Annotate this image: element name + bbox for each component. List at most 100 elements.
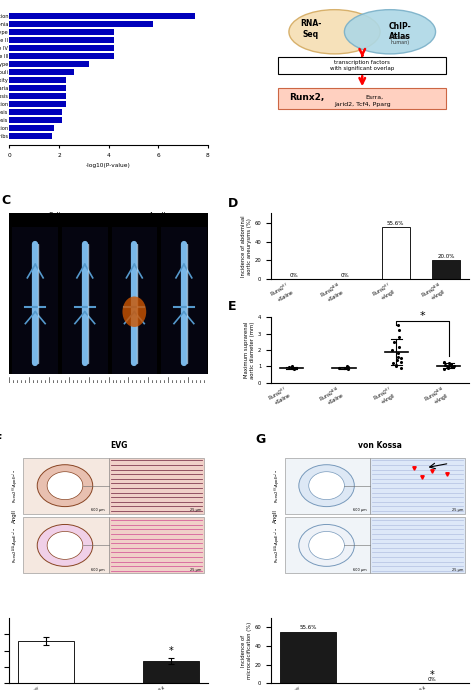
Bar: [161, 227, 207, 376]
Ellipse shape: [309, 531, 345, 560]
Point: [396, 325, 403, 336]
Text: Runx2,: Runx2,: [289, 93, 324, 102]
Point: [290, 364, 298, 375]
Point: [335, 363, 343, 374]
Ellipse shape: [47, 531, 83, 560]
Point: [344, 362, 352, 373]
Text: 600 μm: 600 μm: [91, 568, 105, 572]
Text: D: D: [228, 197, 238, 210]
Point: [392, 361, 400, 372]
Bar: [23, 457, 109, 513]
Text: 600 μm: 600 μm: [353, 568, 366, 572]
Text: 55.6%: 55.6%: [300, 625, 317, 630]
Point: [344, 361, 351, 372]
X-axis label: -log10(P-value): -log10(P-value): [86, 164, 131, 168]
Bar: [432, 260, 460, 279]
Text: Runx2$^{f/f}$:ApoE$^{-/-}$: Runx2$^{f/f}$:ApoE$^{-/-}$: [11, 469, 21, 503]
Text: Runx2$^{\Delta/\Delta}$:ApoE$^{-/-}$: Runx2$^{\Delta/\Delta}$:ApoE$^{-/-}$: [11, 527, 21, 564]
Text: 0%: 0%: [428, 677, 437, 682]
Bar: [9, 29, 114, 35]
Bar: [9, 53, 114, 59]
Ellipse shape: [289, 10, 380, 54]
Y-axis label: Incidence of
microcalcification (%): Incidence of microcalcification (%): [241, 622, 252, 679]
Point: [393, 355, 401, 366]
Point: [344, 364, 352, 375]
Bar: [370, 518, 465, 573]
Point: [292, 362, 300, 373]
Text: 600 μm: 600 μm: [91, 509, 105, 512]
Point: [395, 331, 403, 342]
Y-axis label: Incidence of abdominal
aortic aneurysms (%): Incidence of abdominal aortic aneurysms …: [241, 215, 252, 277]
Bar: [9, 45, 114, 51]
Point: [292, 363, 300, 374]
Point: [342, 362, 350, 373]
Bar: [9, 21, 153, 27]
Text: *: *: [430, 670, 435, 680]
Bar: [12, 227, 58, 376]
Text: 0%: 0%: [340, 273, 349, 278]
Ellipse shape: [47, 472, 83, 500]
Point: [286, 362, 293, 373]
Text: Jarid2, Tcf4, Pparg: Jarid2, Tcf4, Pparg: [334, 102, 391, 107]
Text: EVG: EVG: [110, 441, 127, 450]
Bar: [370, 457, 465, 513]
Text: 25 μm: 25 μm: [191, 509, 202, 512]
Bar: [109, 518, 204, 573]
Ellipse shape: [37, 524, 93, 566]
Ellipse shape: [309, 472, 345, 500]
Bar: [9, 373, 208, 383]
Text: 55.6%: 55.6%: [387, 221, 404, 226]
Point: [397, 356, 405, 367]
Bar: [9, 77, 66, 83]
Ellipse shape: [299, 524, 355, 566]
Bar: [9, 13, 195, 19]
Bar: [9, 101, 66, 107]
Text: 600 μm: 600 μm: [353, 509, 366, 512]
Point: [444, 361, 451, 372]
Point: [444, 363, 452, 374]
Text: A: A: [0, 0, 6, 1]
Point: [397, 353, 404, 364]
Text: G: G: [255, 433, 265, 446]
FancyBboxPatch shape: [278, 57, 447, 74]
Point: [448, 362, 456, 373]
Bar: [23, 518, 109, 573]
Point: [440, 364, 447, 375]
Point: [394, 351, 401, 362]
Bar: [285, 457, 370, 513]
Bar: [9, 69, 74, 75]
Bar: [62, 227, 108, 376]
Text: *: *: [168, 647, 173, 656]
Text: B: B: [261, 0, 271, 1]
Bar: [9, 125, 54, 131]
Point: [392, 359, 400, 371]
Point: [397, 363, 405, 374]
Ellipse shape: [299, 465, 355, 506]
Point: [389, 357, 397, 368]
FancyBboxPatch shape: [278, 88, 447, 109]
Bar: [9, 93, 66, 99]
Point: [394, 320, 401, 331]
Text: 25 μm: 25 μm: [452, 568, 463, 572]
Point: [440, 356, 447, 367]
Text: AngII: AngII: [149, 212, 167, 218]
Point: [390, 336, 398, 347]
Text: C: C: [1, 194, 11, 207]
Ellipse shape: [345, 10, 436, 54]
Point: [445, 357, 453, 368]
Bar: [9, 117, 62, 123]
Text: 25 μm: 25 μm: [452, 509, 463, 512]
Text: ChIP-
Atlas: ChIP- Atlas: [389, 22, 411, 41]
Text: RNA-
Seq: RNA- Seq: [300, 19, 321, 39]
Text: transcription factors
with significant overlap: transcription factors with significant o…: [330, 60, 394, 70]
Point: [447, 359, 454, 370]
Bar: [285, 518, 370, 573]
Point: [395, 342, 403, 353]
Text: AngII: AngII: [273, 509, 278, 523]
Point: [442, 359, 449, 371]
Point: [388, 344, 396, 355]
Bar: [9, 37, 114, 43]
Point: [288, 363, 296, 374]
Text: 25 μm: 25 μm: [191, 568, 202, 572]
Bar: [382, 227, 410, 279]
